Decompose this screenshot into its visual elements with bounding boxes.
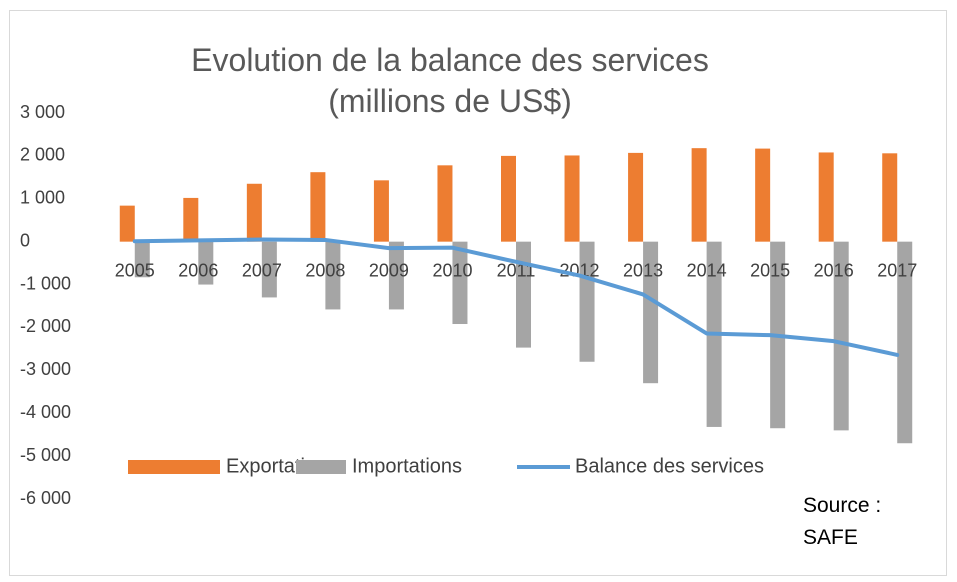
x-tick-label: 2005 [115,260,155,280]
bar [325,241,341,310]
chart-border [9,10,947,576]
legend-swatch [128,460,220,474]
legend-swatch [296,460,346,474]
bar [818,152,834,242]
bar [882,153,898,242]
x-tick-label: 2016 [814,260,854,280]
bar [579,241,595,362]
bar [833,241,849,431]
x-tick-label: 2013 [623,260,663,280]
bar [643,241,659,384]
y-tick-label: -1 000 [20,273,71,293]
bar [564,155,580,242]
x-tick-label: 2007 [242,260,282,280]
bar [310,172,326,242]
y-tick-label: 2 000 [20,145,65,165]
bar [198,241,214,285]
x-tick-label: 2006 [178,260,218,280]
bar [628,152,644,242]
y-tick-label: -5 000 [20,445,71,465]
bar [437,165,453,242]
chart-title: Evolution de la balance des services (mi… [191,42,709,119]
y-tick-label: -6 000 [20,488,71,508]
x-tick-label: 2010 [432,260,472,280]
legend-label: Importations [352,455,462,477]
y-tick-label: 1 000 [20,188,65,208]
legend-label: Balance des services [575,455,764,477]
x-tick-label: 2017 [877,260,917,280]
bar [388,241,404,310]
bar [246,183,262,242]
bar [373,180,389,242]
y-tick-label: -3 000 [20,359,71,379]
bar [134,241,150,278]
bar [755,148,771,242]
bar [691,148,707,242]
bar [452,241,468,325]
bar [897,241,913,444]
bar [261,241,277,298]
bar [119,205,135,242]
x-tick-label: 2009 [369,260,409,280]
y-tick-label: 3 000 [20,102,65,122]
x-tick-label: 2008 [305,260,345,280]
x-tick-label: 2015 [750,260,790,280]
line [132,237,900,357]
y-tick-label: -4 000 [20,402,71,422]
bar [516,241,531,348]
bar [183,197,199,242]
x-tick-label: 2014 [687,260,727,280]
bar [501,155,516,242]
source-note: Source : SAFE [803,494,882,549]
y-tick-label: -2 000 [20,316,71,336]
y-tick-label: 0 [20,230,30,250]
